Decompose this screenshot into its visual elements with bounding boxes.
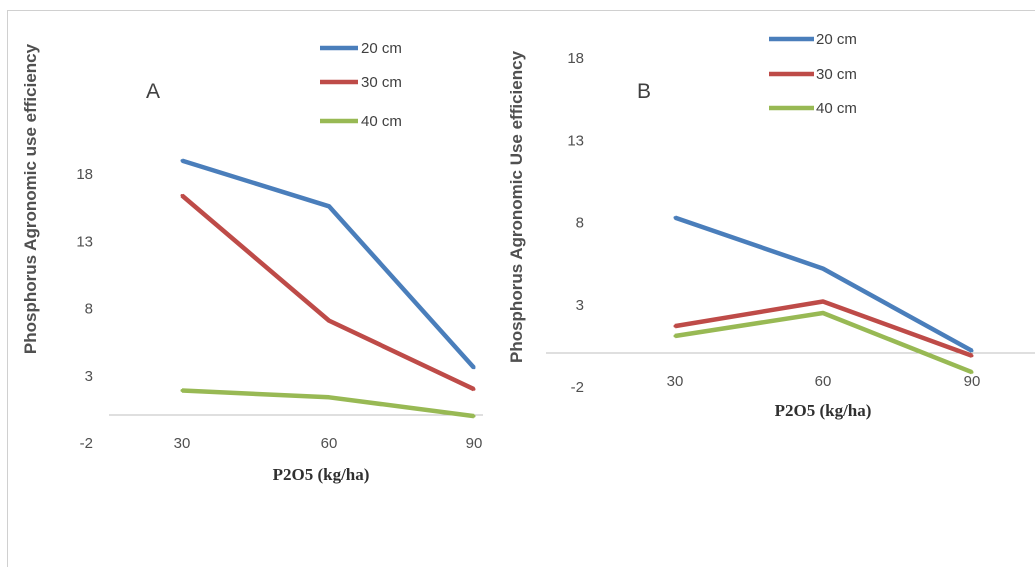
series-line [674,310,973,375]
y-axis-title: Phosphorus Agronomic use efficiency [21,43,40,354]
data-point [180,389,184,392]
data-point [472,366,476,370]
series-line [181,388,475,419]
x-tick-label: 90 [964,373,981,390]
data-point [821,300,825,303]
y-tick-label: 8 [576,215,584,232]
legend-label: 20 cm [816,31,857,48]
y-tick-label: -2 [80,435,93,452]
data-point [180,194,184,197]
chart-panel-a: -2 3 8 13 18 30 60 90 P2O5 (kg/ha) Phosphorus Agr… [7,10,486,567]
legend-label: 20 cm [361,40,402,57]
data-point [472,387,476,391]
panel-label: A [146,80,160,103]
chart-b-svg: -2 3 8 13 18 30 60 90 P2O5 (kg/ha) Phosphorus Agr… [507,31,1035,420]
y-axis-title: Phosphorus Agronomic Use efficiency [507,50,526,363]
panel-label: B [637,80,651,103]
legend-label: 30 cm [816,66,857,83]
legend-label: 40 cm [816,100,857,117]
data-point [673,324,677,328]
data-point [821,267,825,271]
x-tick-label: 90 [466,435,483,452]
data-point [970,354,974,358]
y-tick-label: -2 [571,379,584,396]
y-tick-label: 13 [567,132,584,149]
y-tick-label: 8 [85,301,93,318]
data-point [472,414,476,418]
x-tick-label: 60 [321,435,338,452]
series-line [181,158,476,370]
data-point [673,216,677,220]
series-line [180,193,475,392]
data-point [327,395,331,399]
x-tick-label: 30 [174,435,191,452]
x-tick-label: 60 [815,373,832,390]
data-point [970,349,974,353]
data-point [327,319,331,323]
y-tick-label: 3 [85,368,93,385]
legend-label: 30 cm [361,74,402,91]
x-axis-title: P2O5 (kg/ha) [273,465,370,484]
data-point [327,204,331,208]
data-point [180,159,184,163]
y-tick-label: 13 [76,233,93,250]
y-tick-label: 3 [576,297,584,314]
chart-a-svg: -2 3 8 13 18 30 60 90 P2O5 (kg/ha) Phosphorus Agr… [21,40,483,484]
x-axis-title: P2O5 (kg/ha) [775,401,872,420]
data-point [970,370,974,374]
legend-label: 40 cm [361,113,402,130]
x-tick-label: 30 [667,373,684,390]
y-tick-label: 18 [567,50,584,67]
data-point [821,311,825,315]
chart-panel-b: -2 3 8 13 18 30 60 90 P2O5 (kg/ha) Phosphorus Agr… [484,10,1035,567]
y-tick-label: 18 [76,166,93,183]
data-point [673,334,677,338]
